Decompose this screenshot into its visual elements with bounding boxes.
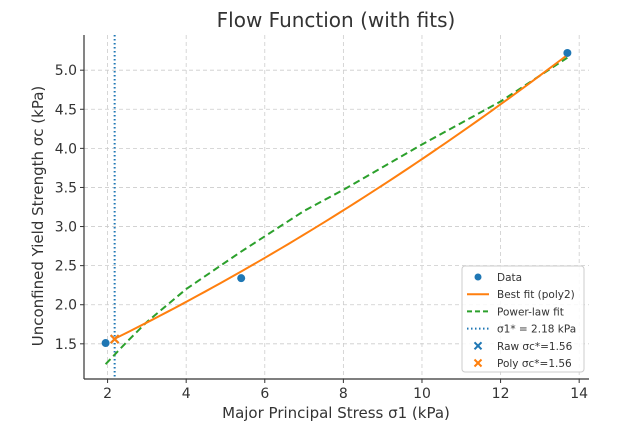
legend-label: Poly σc*=1.56 [497,358,572,370]
y-tick-label: 3.0 [55,220,77,236]
x-tick-label: 6 [260,386,269,402]
data-point [237,274,246,283]
tick-labels: 2 4 6 8 10 12 14 1.5 2.0 2.5 3.0 3.5 4.0 4.5 5.0 [55,63,588,402]
legend-label: Raw σc*=1.56 [497,341,573,353]
poly-fit-line [114,54,568,340]
power-law-fit-line [104,56,568,365]
x-marker-stroke [473,358,483,368]
y-tick-label: 4.0 [55,141,77,157]
legend-data: Data [474,272,522,284]
legend-handle [473,341,483,351]
x-tick-label: 10 [413,386,431,402]
y-tick-label: 1.5 [55,337,77,353]
x-tick-label: 2 [103,386,112,402]
poly-sigma-c-marker [109,334,120,344]
legend-label: Power-law fit [497,306,564,318]
legend-label: Best fit (poly2) [497,289,575,301]
legend-handle [473,358,483,368]
legend-sigma1-star: σ1* = 2.18 kPa [467,324,576,336]
x-tick-label: 8 [339,386,348,402]
x-axis-label: Major Principal Stress σ1 (kPa) [222,404,450,422]
y-tick-label: 4.5 [55,102,77,118]
x-tick-label: 4 [182,386,191,402]
y-tick-label: 2.0 [55,298,77,314]
data-point [101,339,110,348]
y-tick-label: 5.0 [55,63,77,79]
legend-power-law-fit: Power-law fit [467,306,564,318]
legend-handle [474,273,482,281]
y-tick-label: 2.5 [55,259,77,275]
legend-box [461,265,585,373]
y-tick-label: 3.5 [55,180,77,196]
axes [80,35,589,383]
legend-label: Data [497,272,522,284]
x-marker-stroke [473,341,483,351]
legend: Data Best fit (poly2) Power-law fit σ1* = 2… [461,265,585,373]
y-axis-label: Unconfined Yield Strength σc (kPa) [29,86,47,347]
x-tick-label: 14 [570,386,588,402]
data-point [563,48,572,57]
x-marker-stroke [109,334,120,344]
legend-raw-marker: Raw σc*=1.56 [473,341,573,353]
plot-area [101,35,572,379]
chart-title: Flow Function (with fits) [217,8,456,32]
legend-label: σ1* = 2.18 kPa [497,324,576,336]
legend-poly-fit: Best fit (poly2) [467,289,575,301]
x-tick-label: 12 [492,386,510,402]
legend-poly-marker: Poly σc*=1.56 [473,358,572,370]
